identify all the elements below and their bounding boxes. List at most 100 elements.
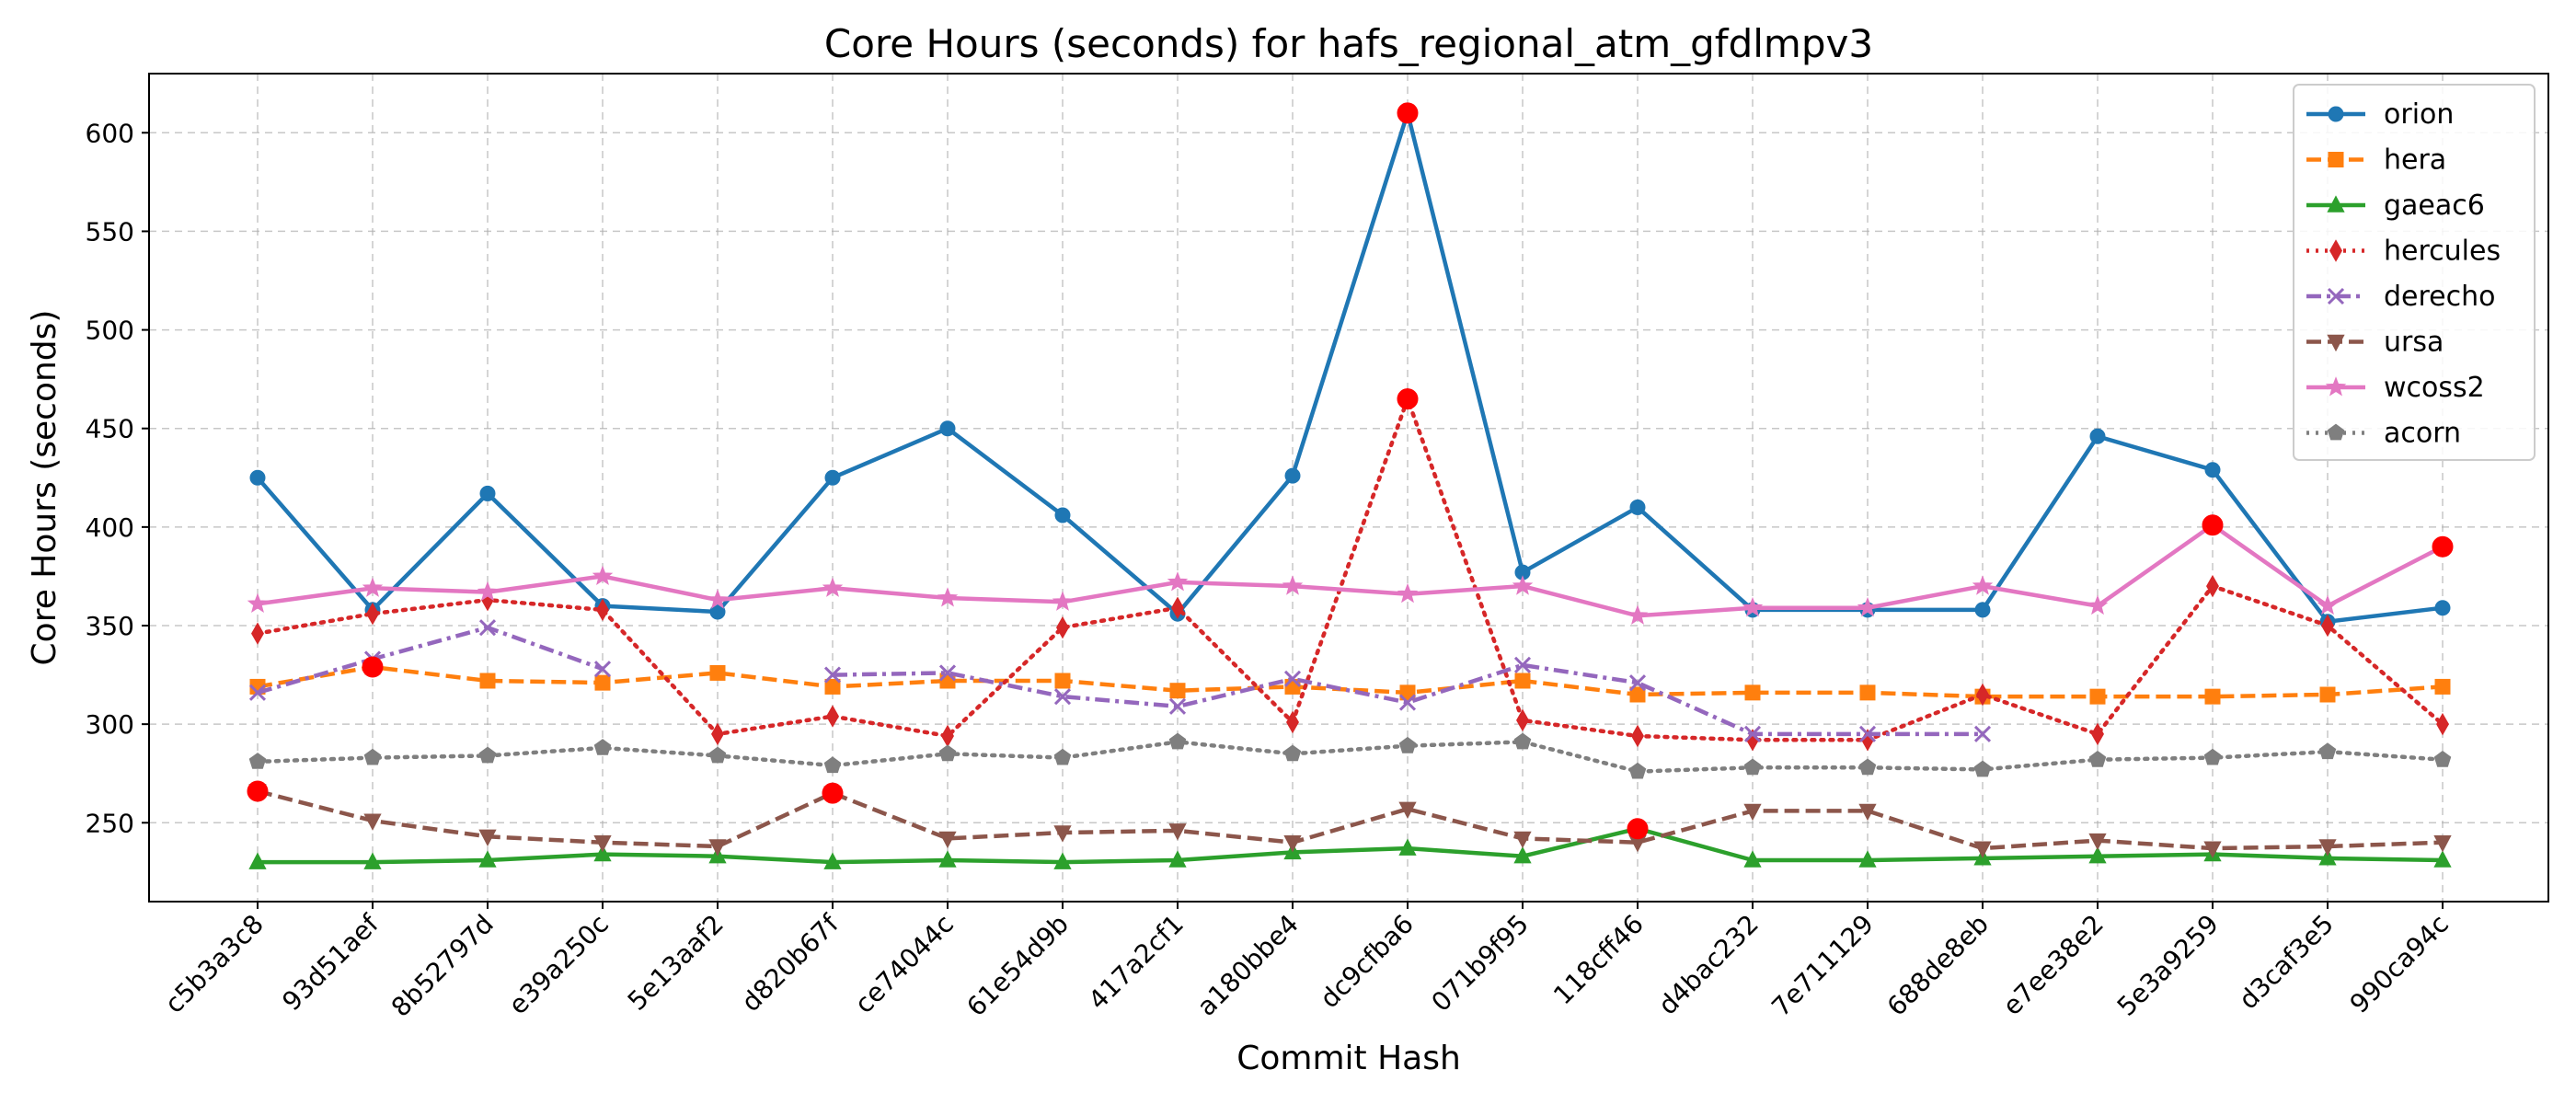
highlight-point [1397,388,1419,410]
data-point-gaeac6 [593,844,612,862]
data-point-hercules [366,602,379,626]
data-point-hercules [2436,712,2449,736]
highlight-point [822,782,844,804]
series-hera [249,659,2451,705]
data-point-hera [1859,684,1876,701]
series-wcoss2 [247,513,2454,625]
data-point-derecho [1168,697,1187,715]
data-point-gaeac6 [1743,850,1762,868]
series-ursa [248,784,2452,858]
data-point-ursa [1168,823,1187,841]
x-axis-title: Commit Hash [1236,1040,1461,1077]
legend-item-wcoss2: wcoss2 [2306,372,2485,404]
data-point-hera [1399,684,1416,701]
data-point-acorn [1168,732,1187,750]
data-point-hercules [2091,722,2104,746]
data-point-derecho [938,664,957,682]
data-point-derecho [1513,656,1532,673]
highlight-point [362,656,384,678]
legend-marker [2327,195,2345,213]
legend-marker [2327,334,2345,352]
series-line-hera [257,664,2444,699]
data-point-hera [1054,673,1071,689]
series-line-derecho [257,625,604,696]
data-point-hercules [1056,615,1069,639]
chart-title: Core Hours (seconds) for hafs_regional_a… [824,21,1873,66]
y-axis: 250 300 350 400 450 500 550 600 [86,118,149,838]
data-point-ursa [1743,803,1762,822]
series-line-hercules [255,397,2445,742]
series-orion [249,105,2451,630]
series-hercules [251,387,2449,752]
series-line-wcoss2 [257,523,2444,618]
series-line-gaeac6 [258,826,2444,865]
y-tick-label: 400 [86,512,134,543]
legend-label: derecho [2384,281,2496,313]
series-derecho [248,619,1992,742]
data-point-hercules [2206,574,2219,598]
data-point-wcoss2 [1972,575,1994,595]
data-point-gaeac6 [2088,846,2107,864]
legend-label: acorn [2384,418,2461,450]
data-point-wcoss2 [1052,591,1074,611]
plot-frame [148,73,2549,903]
data-point-gaeac6 [2433,850,2452,868]
data-point-acorn [1513,732,1532,750]
data-point-derecho [1628,674,1647,692]
data-point-ursa [1053,825,1072,843]
data-point-hera [2089,688,2106,705]
data-point-hercules [711,722,724,746]
data-point-gaeac6 [1398,838,1417,856]
data-point-ursa [593,835,612,853]
data-point-gaeac6 [1858,850,1877,868]
data-point-acorn [708,746,727,764]
data-point-acorn [363,748,382,765]
legend-marker [2329,239,2342,262]
data-point-orion [479,485,496,501]
data-point-acorn [2203,748,2222,765]
data-point-acorn [1398,736,1417,753]
legend-item-acorn: acorn [2306,418,2461,450]
data-point-hercules [1171,596,1184,619]
highlight-point [2432,535,2454,558]
data-point-derecho [1053,688,1072,706]
data-point-gaeac6 [938,850,957,868]
data-point-acorn [1743,758,1762,776]
data-point-hera [2204,688,2221,705]
data-point-wcoss2 [1857,596,1879,617]
data-point-hercules [1516,708,1529,732]
data-point-acorn [478,746,497,764]
legend-label: orion [2384,98,2454,131]
legend-marker [2327,423,2345,441]
data-point-hercules [1631,724,1644,748]
data-point-wcoss2 [1627,604,1649,625]
data-point-derecho [593,661,612,678]
data-point-hera [709,664,726,681]
data-point-orion [824,469,841,486]
data-point-ursa [2088,833,2107,851]
legend-item-hera: hera [2306,144,2446,177]
data-point-gaeac6 [363,852,382,869]
data-point-derecho [1858,725,1877,742]
data-point-hera [2319,686,2336,703]
y-tick-label: 500 [86,316,134,346]
legend-marker [2327,287,2345,305]
series-line-orion [256,110,2444,624]
series-line-acorn [255,740,2445,774]
data-point-orion [2089,428,2106,444]
data-point-ursa [938,831,957,849]
highlight-point [1397,102,1419,124]
data-point-hera [479,673,496,689]
data-point-gaeac6 [248,852,267,869]
data-point-wcoss2 [1512,575,1534,595]
y-tick-label: 300 [86,709,134,740]
data-point-hera [2434,678,2451,695]
data-point-gaeac6 [2318,848,2337,866]
legend-item-gaeac6: gaeac6 [2306,190,2485,222]
data-point-acorn [823,756,842,774]
data-point-acorn [1283,744,1302,762]
y-axis-title: Core Hours (seconds) [26,310,63,666]
data-point-hera [824,678,841,695]
data-point-acorn [2088,750,2107,767]
